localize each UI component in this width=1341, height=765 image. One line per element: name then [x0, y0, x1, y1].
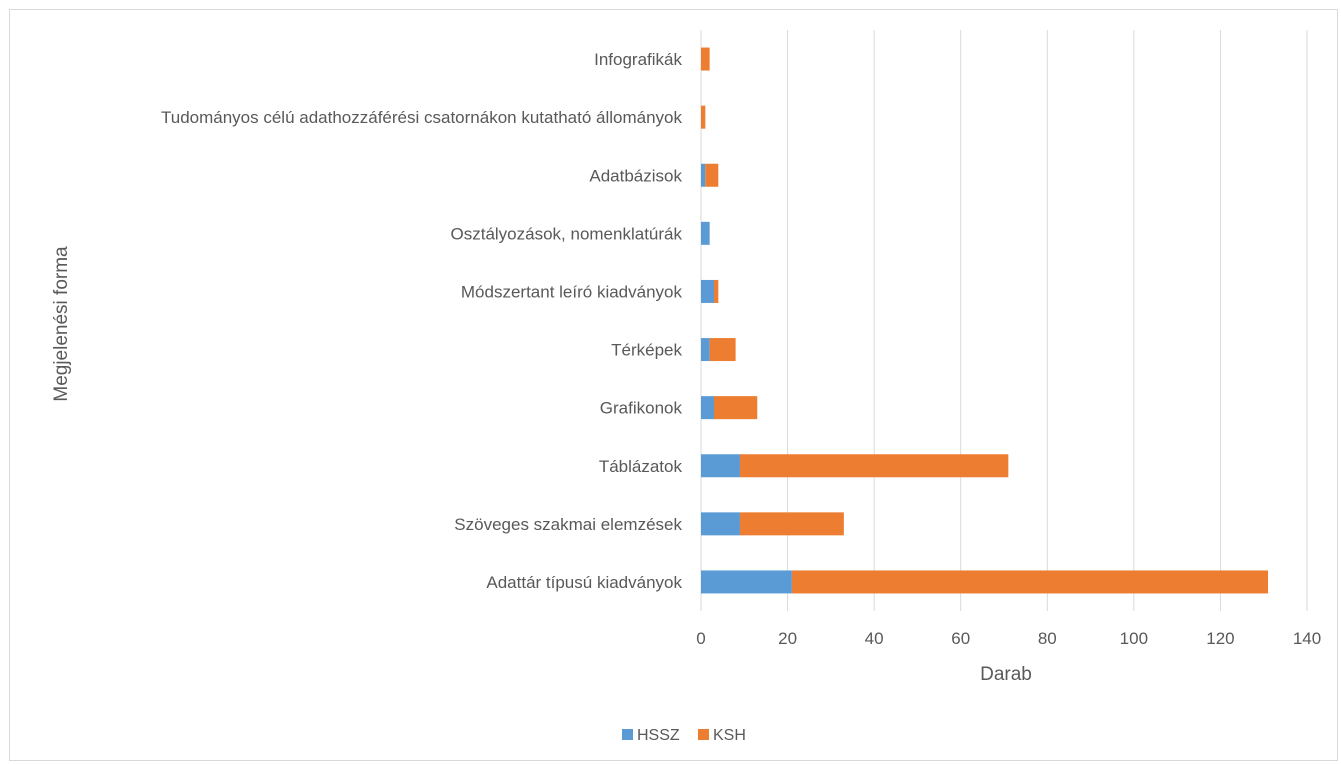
category-label: Térképek [611, 341, 682, 360]
category-label: Tudományos célú adathozzáférési csatorná… [161, 108, 683, 127]
bar-hssz [701, 512, 740, 536]
x-tick-labels: 0 20 40 60 80 100 120 140 [696, 629, 1321, 648]
chart-frame [9, 9, 1338, 761]
bar-hssz [701, 570, 792, 594]
x-tick-label: 40 [865, 629, 884, 648]
bar-ksh [713, 396, 758, 420]
category-labels: Adattár típusú kiadványok Szöveges szakma… [161, 50, 683, 592]
bar-hssz [701, 338, 710, 362]
bar-ksh [705, 163, 719, 187]
category-label: Osztályozások, nomenklatúrák [451, 224, 683, 243]
y-axis-title: Megjelenési forma [51, 246, 72, 402]
category-label: Infografikák [594, 50, 682, 69]
category-label: Adatbázisok [589, 166, 682, 185]
x-tick-label: 80 [1038, 629, 1057, 648]
x-tick-label: 20 [778, 629, 797, 648]
category-label: Módszertant leíró kiadványok [461, 282, 683, 301]
bar-hssz [701, 396, 714, 420]
x-tick-label: 0 [696, 629, 705, 648]
bar-ksh [701, 47, 710, 71]
category-label: Táblázatok [599, 457, 683, 476]
legend: HSSZ KSH [622, 727, 746, 744]
category-label: Szöveges szakmai elemzések [454, 515, 682, 534]
legend-swatch-hssz [622, 729, 633, 740]
legend-label: KSH [713, 727, 746, 744]
x-axis-title: Darab [980, 664, 1032, 685]
bars [701, 47, 1269, 594]
bar-hssz [701, 454, 740, 478]
category-label: Grafikonok [600, 399, 683, 418]
bar-ksh [739, 512, 844, 536]
x-tick-label: 100 [1120, 629, 1148, 648]
x-tick-label: 120 [1206, 629, 1234, 648]
bar-ksh [739, 454, 1009, 478]
x-tick-label: 60 [951, 629, 970, 648]
bar-ksh [713, 279, 719, 303]
bar-hssz [701, 279, 714, 303]
bar-ksh [791, 570, 1269, 594]
bar-ksh [709, 338, 736, 362]
bar-hssz [701, 221, 710, 245]
legend-label: HSSZ [637, 727, 680, 744]
bar-ksh [701, 105, 706, 129]
bar-hssz [701, 163, 706, 187]
legend-swatch-ksh [698, 729, 709, 740]
x-tick-label: 140 [1293, 629, 1321, 648]
category-label: Adattár típusú kiadványok [486, 573, 682, 592]
